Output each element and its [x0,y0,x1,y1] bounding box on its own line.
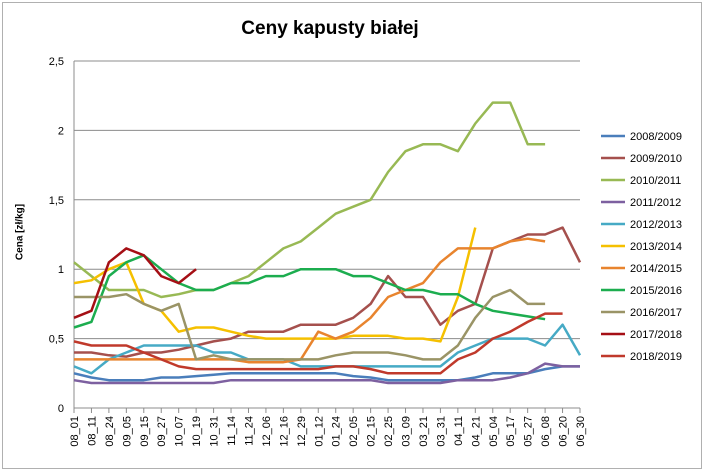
y-tick-label: 0,5 [49,334,64,346]
series-line-7 [73,254,546,329]
x-tick-label: 08_01 [69,416,81,447]
chart-frame [2,2,702,469]
x-tick-label: 03_21 [418,416,430,447]
series-lines [73,101,582,385]
x-tick-label: 12_06 [261,416,273,447]
x-tick-label: 05_17 [505,416,517,447]
legend-label: 2017/2018 [630,329,682,341]
y-tick-label: 2,5 [49,56,64,68]
x-tick-label: 10_07 [174,416,186,447]
y-tick-label: 0 [58,403,64,415]
x-tick-label: 03_31 [435,416,447,447]
series-line-4 [73,323,582,375]
x-tick-label: 03_09 [401,416,413,447]
y-tick-labels: 0 0,5 1 1,5 2 2,5 [49,56,64,415]
x-tick-label: 04_11 [453,416,465,446]
x-tick-label: 01_24 [331,416,343,447]
x-tick-label: 04_21 [470,416,482,447]
legend-label: 2012/2013 [630,219,682,231]
series-line-2 [73,101,546,299]
x-tick-label: 11_24 [243,416,255,446]
x-tick-labels: 08_01 08_11 08_24 09_05 09_15 09_27 10_07 10_19… [69,416,587,447]
legend-label: 2013/2014 [630,241,682,253]
x-tick-label: 06_08 [540,416,552,447]
x-tick-label: 12_16 [278,416,290,447]
x-tick-label: 08_24 [104,416,116,447]
legend-label: 2015/2016 [630,285,682,297]
x-tick-label: 10_19 [191,416,203,447]
x-tick-label: 06_30 [575,416,587,447]
legend-label: 2018/2019 [630,351,682,363]
legend-label: 2016/2017 [630,307,682,319]
axes [73,61,581,413]
series-line-8 [74,288,546,361]
x-tick-label: 09_05 [121,416,133,447]
x-tick-label: 05_04 [488,416,500,447]
x-tick-label: 10_31 [209,416,221,447]
legend: 2008/2009 2009/2010 2010/2011 2011/2012 2012… [601,131,682,363]
x-tick-label: 09_15 [139,416,151,447]
series-line-6 [74,237,546,364]
legend-label: 2014/2015 [630,263,682,275]
legend-label: 2010/2011 [630,175,681,187]
y-tick-label: 1,5 [49,195,64,207]
x-tick-label: 02_05 [348,416,360,447]
x-tick-label: 11_14 [226,416,238,446]
legend-label: 2008/2009 [630,131,682,143]
series-line-5 [73,227,477,343]
x-tick-label: 01_12 [313,416,325,447]
x-tick-label: 09_27 [156,416,168,447]
series-line-0 [73,365,580,382]
legend-label: 2009/2010 [630,153,682,165]
x-tick-label: 02_25 [383,416,395,447]
x-tick-label: 08_11 [86,416,98,446]
chart-title: Ceny kapusty białej [241,18,419,39]
y-tick-label: 1 [58,264,64,276]
series-line-9 [73,247,197,319]
x-tick-label: 05_27 [523,416,535,447]
x-tick-label: 06_20 [558,416,570,447]
x-tick-label: 12_29 [296,416,308,447]
series-line-3 [73,362,580,385]
legend-label: 2011/2012 [630,197,681,209]
series-line-10 [73,312,563,375]
x-tick-label: 02_15 [366,416,378,447]
y-tick-label: 2 [58,125,64,137]
